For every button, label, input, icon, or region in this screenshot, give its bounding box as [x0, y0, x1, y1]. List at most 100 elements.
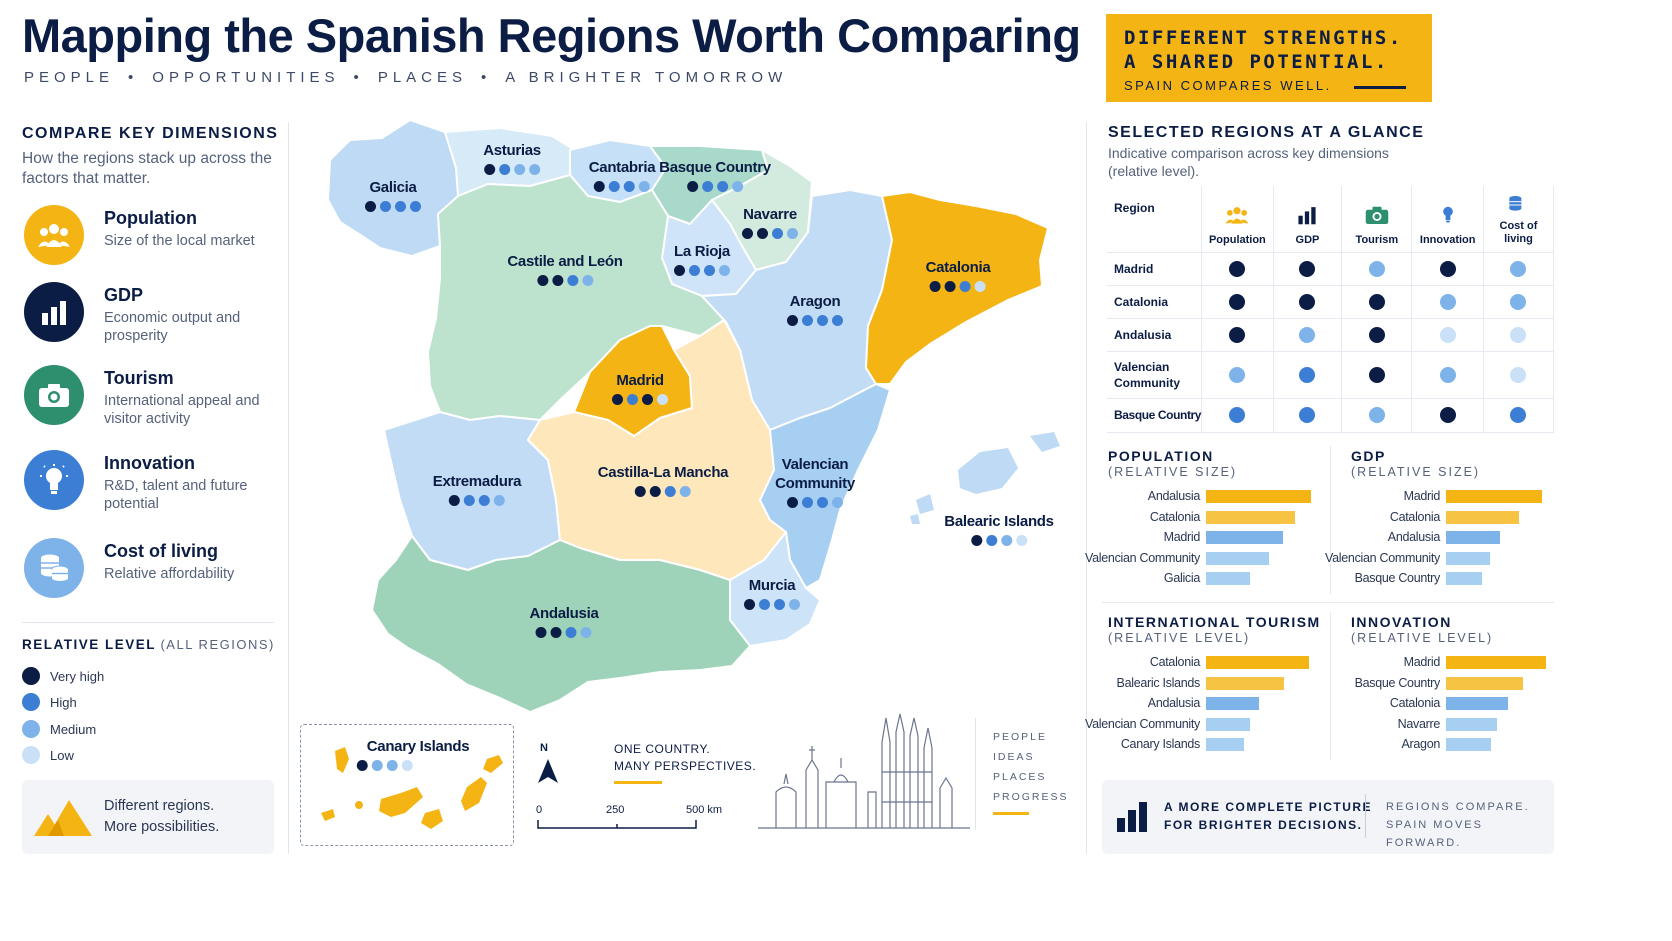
divider	[1102, 602, 1554, 603]
region-name: Murcia	[748, 577, 796, 594]
dimension-cost-of-living: Cost of living Relative affordability	[24, 538, 274, 600]
level-dot	[1368, 407, 1385, 423]
level-dot	[757, 228, 768, 239]
bar	[1446, 717, 1497, 731]
bottom-right-callout: A MORE COMPLETE PICTURE FOR BRIGHTER DEC…	[1102, 780, 1554, 854]
page-title: Mapping the Spanish Regions Worth Compar…	[22, 9, 1081, 62]
chart-subtitle: (RELATIVE SIZE)	[1351, 465, 1481, 479]
legend-label: High	[50, 694, 77, 710]
region-name: Catalonia	[925, 259, 991, 276]
level-cell	[1483, 252, 1555, 286]
side-words: PEOPLE IDEAS PLACES PROGRESS	[993, 727, 1069, 807]
legend-swatch	[22, 746, 40, 764]
table-row: Andalusia	[1107, 318, 1555, 352]
level-dot	[1299, 293, 1316, 310]
region-label[interactable]: Asturias	[483, 141, 541, 175]
dimensions-subtitle: How the regions stack up across the fact…	[22, 150, 272, 187]
level-dot	[1368, 293, 1385, 310]
bar	[1206, 551, 1269, 565]
region-label[interactable]: Basque Country	[659, 158, 771, 192]
bar	[1446, 490, 1542, 503]
scale-label: 250	[606, 804, 625, 816]
level-dot	[1229, 260, 1246, 277]
canary-islands-inset: Canary Islands	[300, 724, 514, 846]
bar	[1206, 490, 1311, 503]
level-dot	[1439, 260, 1456, 277]
region-label[interactable]: Galicia	[365, 178, 421, 212]
region-balearic	[910, 432, 1060, 524]
region-label[interactable]: Cantabria	[589, 158, 656, 192]
chart-title: POPULATION	[1108, 448, 1214, 464]
bottom-left-callout: Different regions. More possibilities.	[22, 780, 274, 854]
promo-banner: DIFFERENT STRENGTHS. A SHARED POTENTIAL.…	[1106, 14, 1432, 102]
region-label[interactable]: Madrid	[612, 371, 668, 405]
level-dot	[832, 315, 843, 326]
level-dot	[484, 164, 495, 175]
level-dot	[1439, 407, 1456, 423]
level-dot	[787, 497, 798, 508]
level-cell	[1341, 252, 1413, 286]
level-dot	[689, 265, 700, 276]
level-dots	[742, 228, 798, 239]
divider	[1365, 794, 1366, 838]
callout-line: SPAIN MOVES FORWARD.	[1386, 819, 1483, 849]
column-header: Region	[1107, 186, 1203, 253]
level-dot	[1510, 293, 1527, 310]
level-dot	[565, 627, 577, 638]
divider	[1330, 612, 1331, 760]
row-region: Andalusia	[1107, 318, 1203, 352]
comparison-table: Region Population GDP Tourism Innovation…	[1107, 186, 1555, 433]
level-dot	[551, 275, 563, 286]
legend-title-note: (ALL REGIONS)	[160, 637, 275, 652]
region-label[interactable]: Castile and León	[507, 252, 623, 286]
region-name: Extremadura	[432, 473, 522, 490]
region-label[interactable]: Extremadura	[432, 472, 522, 506]
level-dots	[659, 181, 771, 192]
level-dots	[787, 315, 843, 326]
dimension-desc: Relative affordability	[104, 566, 235, 582]
region-label[interactable]: Canary Islands	[356, 737, 470, 771]
level-dot	[395, 201, 406, 212]
region-label[interactable]: Murcia	[744, 576, 800, 610]
region-valencia	[759, 383, 891, 589]
callout-line: More possibilities.	[104, 819, 220, 835]
bar	[1206, 531, 1283, 544]
region-label[interactable]: Aragon	[787, 292, 843, 326]
legend-swatch	[22, 693, 40, 711]
level-dots	[589, 181, 656, 192]
bar-label: Aragon	[1401, 737, 1440, 751]
region-label[interactable]: Balearic Islands	[944, 512, 1054, 546]
level-dot	[817, 497, 828, 508]
camera-icon	[1365, 206, 1389, 224]
region-name: Aragon	[789, 293, 841, 310]
promo-line: SPAIN COMPARES WELL.	[1124, 78, 1332, 93]
callout-line: Different regions.	[104, 798, 215, 814]
tagline-word: PEOPLE	[24, 69, 115, 86]
row-region: Valencian Community	[1107, 351, 1203, 399]
region-label[interactable]: Valencian Community	[770, 455, 860, 508]
dimension-desc: Size of the local market	[104, 233, 255, 249]
dimension-name: Tourism	[104, 368, 174, 388]
bar-chart-icon	[24, 282, 84, 342]
level-dots	[507, 275, 622, 286]
column-header-innovation: Innovation	[1411, 186, 1484, 253]
motto-line: MANY PERSPECTIVES.	[614, 759, 757, 773]
legend-label: Very high	[50, 668, 105, 684]
level-cell	[1341, 318, 1413, 352]
level-dot	[609, 181, 620, 192]
legend-swatch	[22, 720, 40, 738]
level-dot	[802, 497, 813, 508]
level-dot	[1229, 407, 1246, 423]
level-cell	[1273, 252, 1343, 286]
level-dot	[1001, 535, 1012, 546]
region-label[interactable]: Andalusia	[530, 604, 599, 638]
region-label[interactable]: La Rioja	[674, 242, 730, 276]
region-label[interactable]: Navarre	[742, 205, 798, 239]
level-dots	[744, 599, 800, 610]
chart-title: GDP	[1351, 448, 1386, 464]
bar-label: Basque Country	[1354, 675, 1441, 690]
region-label[interactable]: Catalonia	[926, 258, 991, 292]
region-label[interactable]: Castilla-La Mancha	[598, 463, 729, 497]
dimension-name: Innovation	[104, 453, 195, 473]
bar-label: Valencian Community	[1085, 716, 1200, 731]
